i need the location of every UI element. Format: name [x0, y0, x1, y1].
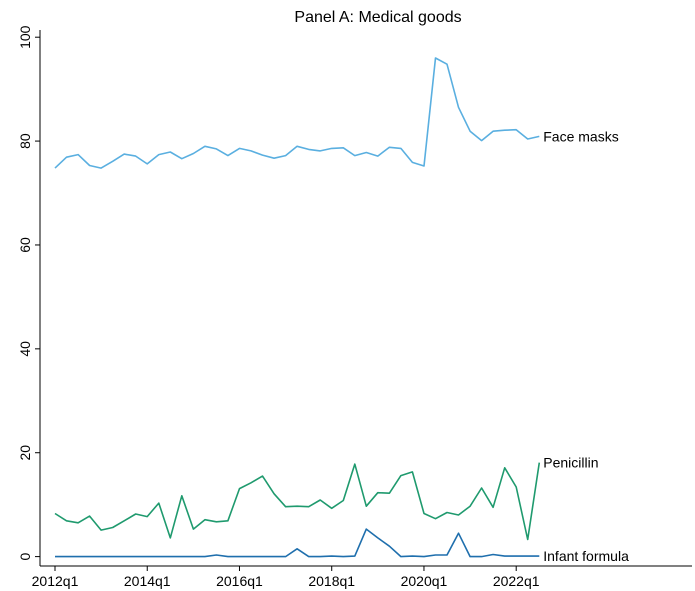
- series-layer: [54, 57, 541, 558]
- x-tick-label: 2020q1: [401, 573, 448, 589]
- y-tick-label: 80: [17, 133, 33, 149]
- face-masks-label: Face masks: [543, 128, 618, 144]
- x-tick-label: 2016q1: [216, 573, 263, 589]
- y-tick-label: 40: [17, 341, 33, 357]
- infant-formula-line: [55, 528, 540, 558]
- infant-formula-label: Infant formula: [543, 548, 629, 564]
- y-tick-label: 60: [17, 237, 33, 253]
- penicillin-line: [54, 462, 541, 541]
- y-tick-label: 0: [17, 552, 33, 560]
- x-tick-label: 2018q1: [308, 573, 355, 589]
- penicillin-label: Penicillin: [543, 455, 598, 471]
- y-tick-label: 20: [17, 445, 33, 461]
- x-tick-label: 2014q1: [124, 573, 171, 589]
- x-tick-label: 2022q1: [493, 573, 540, 589]
- face-masks-line: [54, 57, 540, 169]
- chart-title: Panel A: Medical goods: [294, 9, 461, 26]
- y-tick-label: 100: [17, 25, 33, 49]
- series-labels: Face masks Penicillin Infant formula: [543, 128, 629, 564]
- x-tick-label: 2012q1: [32, 573, 79, 589]
- axes: 0 20 40 60 80 100 2012q1 2014q1 2016q1 2018q1 2020…: [17, 25, 692, 589]
